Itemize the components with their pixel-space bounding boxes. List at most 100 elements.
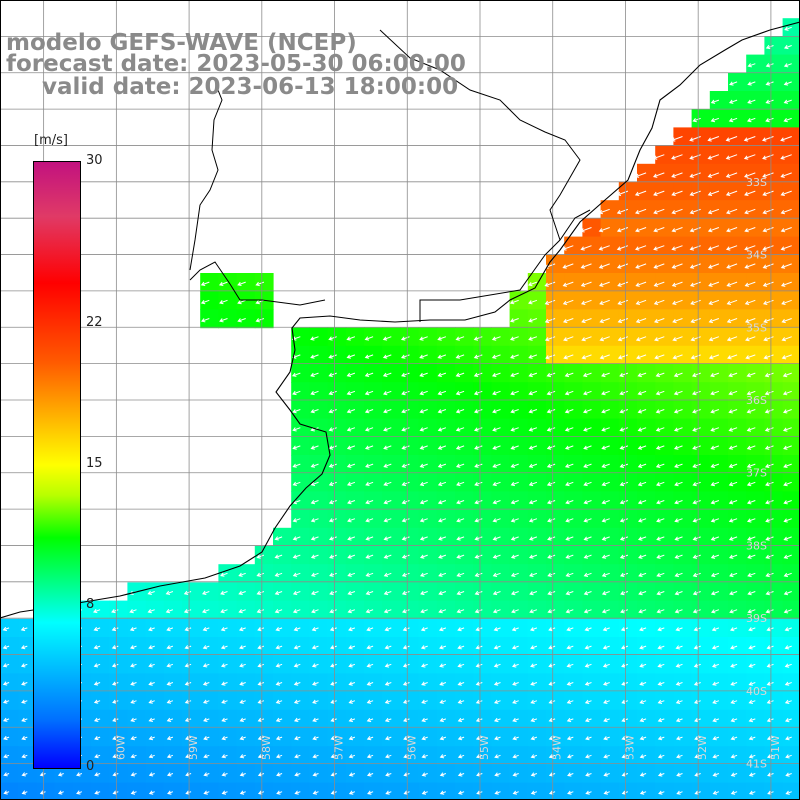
speed-cell: [637, 600, 656, 620]
speed-cell: [655, 309, 674, 329]
speed-cell: [36, 764, 56, 784]
wind-arrow: [492, 500, 501, 505]
wind-arrow: [601, 463, 610, 468]
speed-cell: [109, 618, 128, 638]
wind-arrow: [292, 518, 301, 523]
speed-cell: [673, 527, 693, 547]
wind-arrow: [130, 790, 137, 795]
wind-arrow: [783, 81, 792, 86]
speed-cell: [382, 655, 401, 674]
colorbar: [33, 161, 81, 769]
wind-arrow: [782, 409, 792, 414]
speed-cell: [182, 691, 201, 711]
wind-arrow: [785, 754, 792, 759]
speed-cell: [509, 728, 529, 747]
wind-arrow: [366, 772, 374, 777]
wind-arrow: [438, 554, 447, 559]
wind-arrow: [293, 663, 301, 668]
wind-arrow: [672, 336, 683, 342]
speed-cell: [0, 637, 19, 656]
speed-cell: [218, 655, 238, 674]
wind-arrow: [493, 627, 501, 632]
wind-arrow: [473, 390, 483, 396]
wind-arrow: [619, 445, 629, 450]
speed-cell: [509, 364, 529, 383]
speed-cell: [327, 527, 347, 547]
wind-arrow: [674, 500, 683, 505]
wind-arrow: [20, 663, 28, 668]
wind-arrow: [765, 63, 774, 68]
speed-cell: [200, 600, 219, 620]
speed-cell: [764, 491, 784, 511]
wind-arrow: [780, 281, 792, 287]
speed-cell: [0, 673, 19, 693]
speed-cell: [564, 491, 583, 511]
wind-arrow: [292, 390, 301, 396]
speed-cell: [673, 273, 693, 292]
wind-arrow: [762, 263, 774, 269]
speed-cell: [746, 509, 765, 529]
wind-arrow: [510, 372, 519, 377]
speed-cell: [764, 127, 784, 147]
speed-cell: [127, 637, 147, 656]
speed-cell: [618, 582, 638, 602]
wind-arrow: [711, 663, 720, 668]
speed-cell: [637, 382, 656, 401]
speed-cell: [364, 782, 383, 800]
speed-cell: [18, 618, 37, 638]
wind-arrow: [783, 536, 792, 541]
speed-cell: [200, 746, 219, 765]
wind-arrow: [565, 590, 574, 596]
wind-arrow: [165, 608, 174, 614]
speed-cell: [764, 218, 784, 238]
speed-cell: [436, 782, 456, 800]
wind-arrow: [328, 390, 337, 396]
speed-cell: [764, 764, 784, 784]
speed-cell: [473, 600, 492, 620]
speed-cell: [273, 691, 292, 711]
wind-arrow: [748, 790, 756, 795]
wind-arrow: [783, 609, 792, 614]
speed-cell: [163, 746, 183, 765]
speed-cell: [491, 345, 511, 365]
speed-cell: [637, 163, 656, 183]
speed-cell: [546, 364, 565, 383]
speed-cell: [364, 746, 383, 765]
speed-cell: [91, 764, 110, 784]
wind-arrow: [748, 772, 756, 777]
wind-arrow: [745, 354, 756, 360]
wind-arrow: [748, 681, 756, 686]
wind-arrow: [456, 572, 465, 577]
wind-arrow: [310, 445, 319, 450]
speed-cell: [163, 618, 183, 638]
wind-arrow: [310, 518, 319, 523]
wind-arrow: [581, 336, 592, 342]
wind-arrow: [93, 717, 101, 722]
speed-cell: [746, 327, 765, 347]
wind-arrow: [220, 663, 228, 668]
wind-arrow: [401, 372, 410, 377]
speed-cell: [509, 782, 529, 800]
wind-arrow: [652, 154, 665, 160]
wind-arrow: [112, 717, 119, 722]
wind-arrow: [638, 590, 647, 596]
wind-arrow: [780, 263, 792, 269]
speed-cell: [637, 218, 656, 238]
wind-arrow: [656, 518, 665, 523]
wind-arrow: [637, 445, 647, 450]
speed-cell: [436, 655, 456, 674]
wind-arrow: [473, 336, 483, 341]
wind-arrow: [619, 536, 629, 541]
wind-arrow: [619, 481, 629, 487]
speed-cell: [709, 455, 729, 474]
wind-arrow: [419, 536, 428, 541]
speed-cell: [473, 673, 492, 693]
wind-arrow: [725, 245, 738, 251]
speed-cell: [728, 182, 747, 201]
wind-arrow: [383, 572, 392, 577]
wind-arrow: [239, 790, 246, 795]
wind-arrow: [311, 663, 319, 668]
wind-arrow: [401, 518, 410, 523]
speed-cell: [473, 327, 492, 347]
wind-arrow: [384, 626, 392, 632]
